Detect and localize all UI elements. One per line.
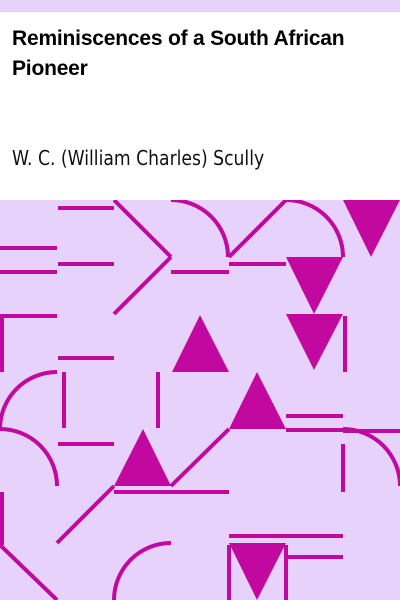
pattern-triangle	[229, 372, 286, 429]
pattern-line	[112, 200, 173, 259]
pattern-arc	[0, 427, 59, 487]
top-color-strip	[0, 0, 400, 12]
book-author: W. C. (William Charles) Scully	[12, 146, 265, 170]
pattern-triangle	[172, 315, 229, 372]
pattern-triangle	[343, 200, 400, 257]
pattern-arc	[170, 200, 230, 258]
pattern-line	[112, 255, 173, 316]
pattern-arc	[342, 427, 400, 487]
pattern-line	[55, 484, 116, 545]
pattern-arc	[285, 200, 345, 258]
pattern-line	[227, 200, 288, 259]
decorative-pattern	[0, 200, 400, 600]
pattern-arc	[112, 541, 172, 600]
pattern-svg	[0, 200, 400, 600]
pattern-triangle	[286, 257, 343, 314]
pattern-triangle	[114, 429, 171, 486]
pattern-triangle	[229, 543, 286, 600]
pattern-triangle	[286, 314, 343, 370]
pattern-line	[0, 543, 59, 600]
pattern-arc	[0, 370, 58, 430]
pattern-line	[169, 427, 231, 488]
book-title: Reminiscences of a South African Pioneer	[12, 27, 345, 80]
